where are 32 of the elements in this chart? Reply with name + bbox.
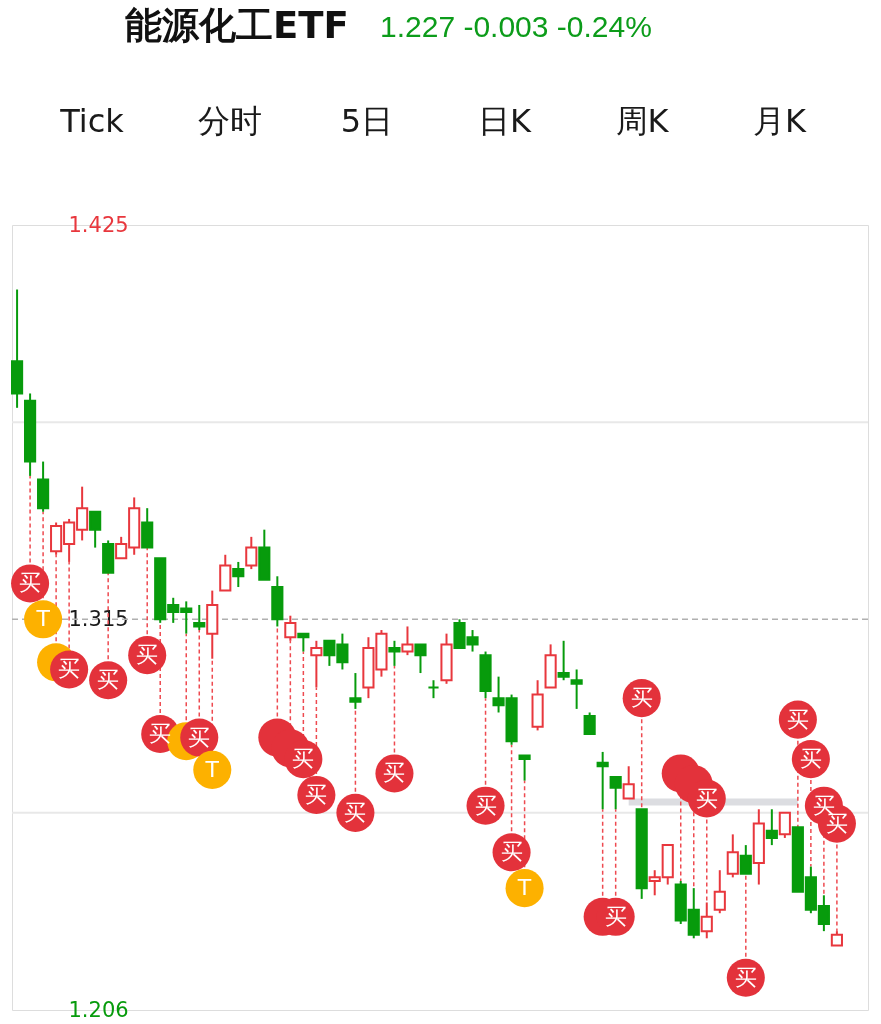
- data-label: T: [204, 756, 220, 782]
- data-label: 买: [695, 785, 718, 811]
- data-label: 买: [305, 781, 328, 807]
- data-label: 买: [604, 903, 627, 929]
- text: 月K: [753, 102, 808, 140]
- text: 日K: [478, 102, 533, 140]
- data-label: 买: [344, 799, 367, 825]
- data-label: 买: [58, 656, 81, 682]
- text: 5日: [340, 102, 394, 140]
- chart-title: 能源化工ETF: [125, 4, 349, 47]
- text: Tick: [59, 102, 125, 140]
- data-label: 买: [500, 839, 523, 865]
- data-label: T: [516, 875, 532, 901]
- data-label: 买: [292, 746, 315, 772]
- data-label: 买: [799, 746, 822, 772]
- data-label: T: [35, 606, 51, 632]
- data-label: 买: [786, 706, 809, 732]
- text: 分时: [197, 102, 262, 140]
- data-label: 买: [149, 721, 172, 746]
- data-label: 买: [630, 685, 653, 711]
- y-tick-label: 1.206: [68, 997, 129, 1022]
- y-tick-label: 1.425: [68, 212, 129, 237]
- data-label: 买: [474, 792, 497, 818]
- data-label: 买: [383, 760, 406, 786]
- data-label: 买: [97, 667, 120, 693]
- y-tick-label: 1.315: [68, 606, 129, 631]
- text: 周K: [615, 102, 670, 140]
- data-label: 买: [136, 642, 159, 668]
- chart-subtitle: 1.227 -0.003 -0.24%: [380, 10, 652, 43]
- data-label: 买: [734, 964, 757, 990]
- data-label: 买: [19, 570, 42, 596]
- data-label: 买: [188, 724, 211, 750]
